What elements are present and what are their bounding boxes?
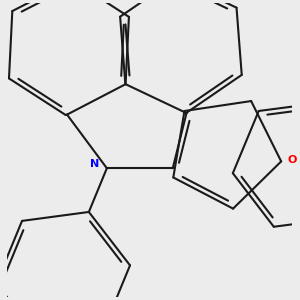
Text: N: N [90, 159, 99, 170]
Text: O: O [288, 154, 297, 164]
